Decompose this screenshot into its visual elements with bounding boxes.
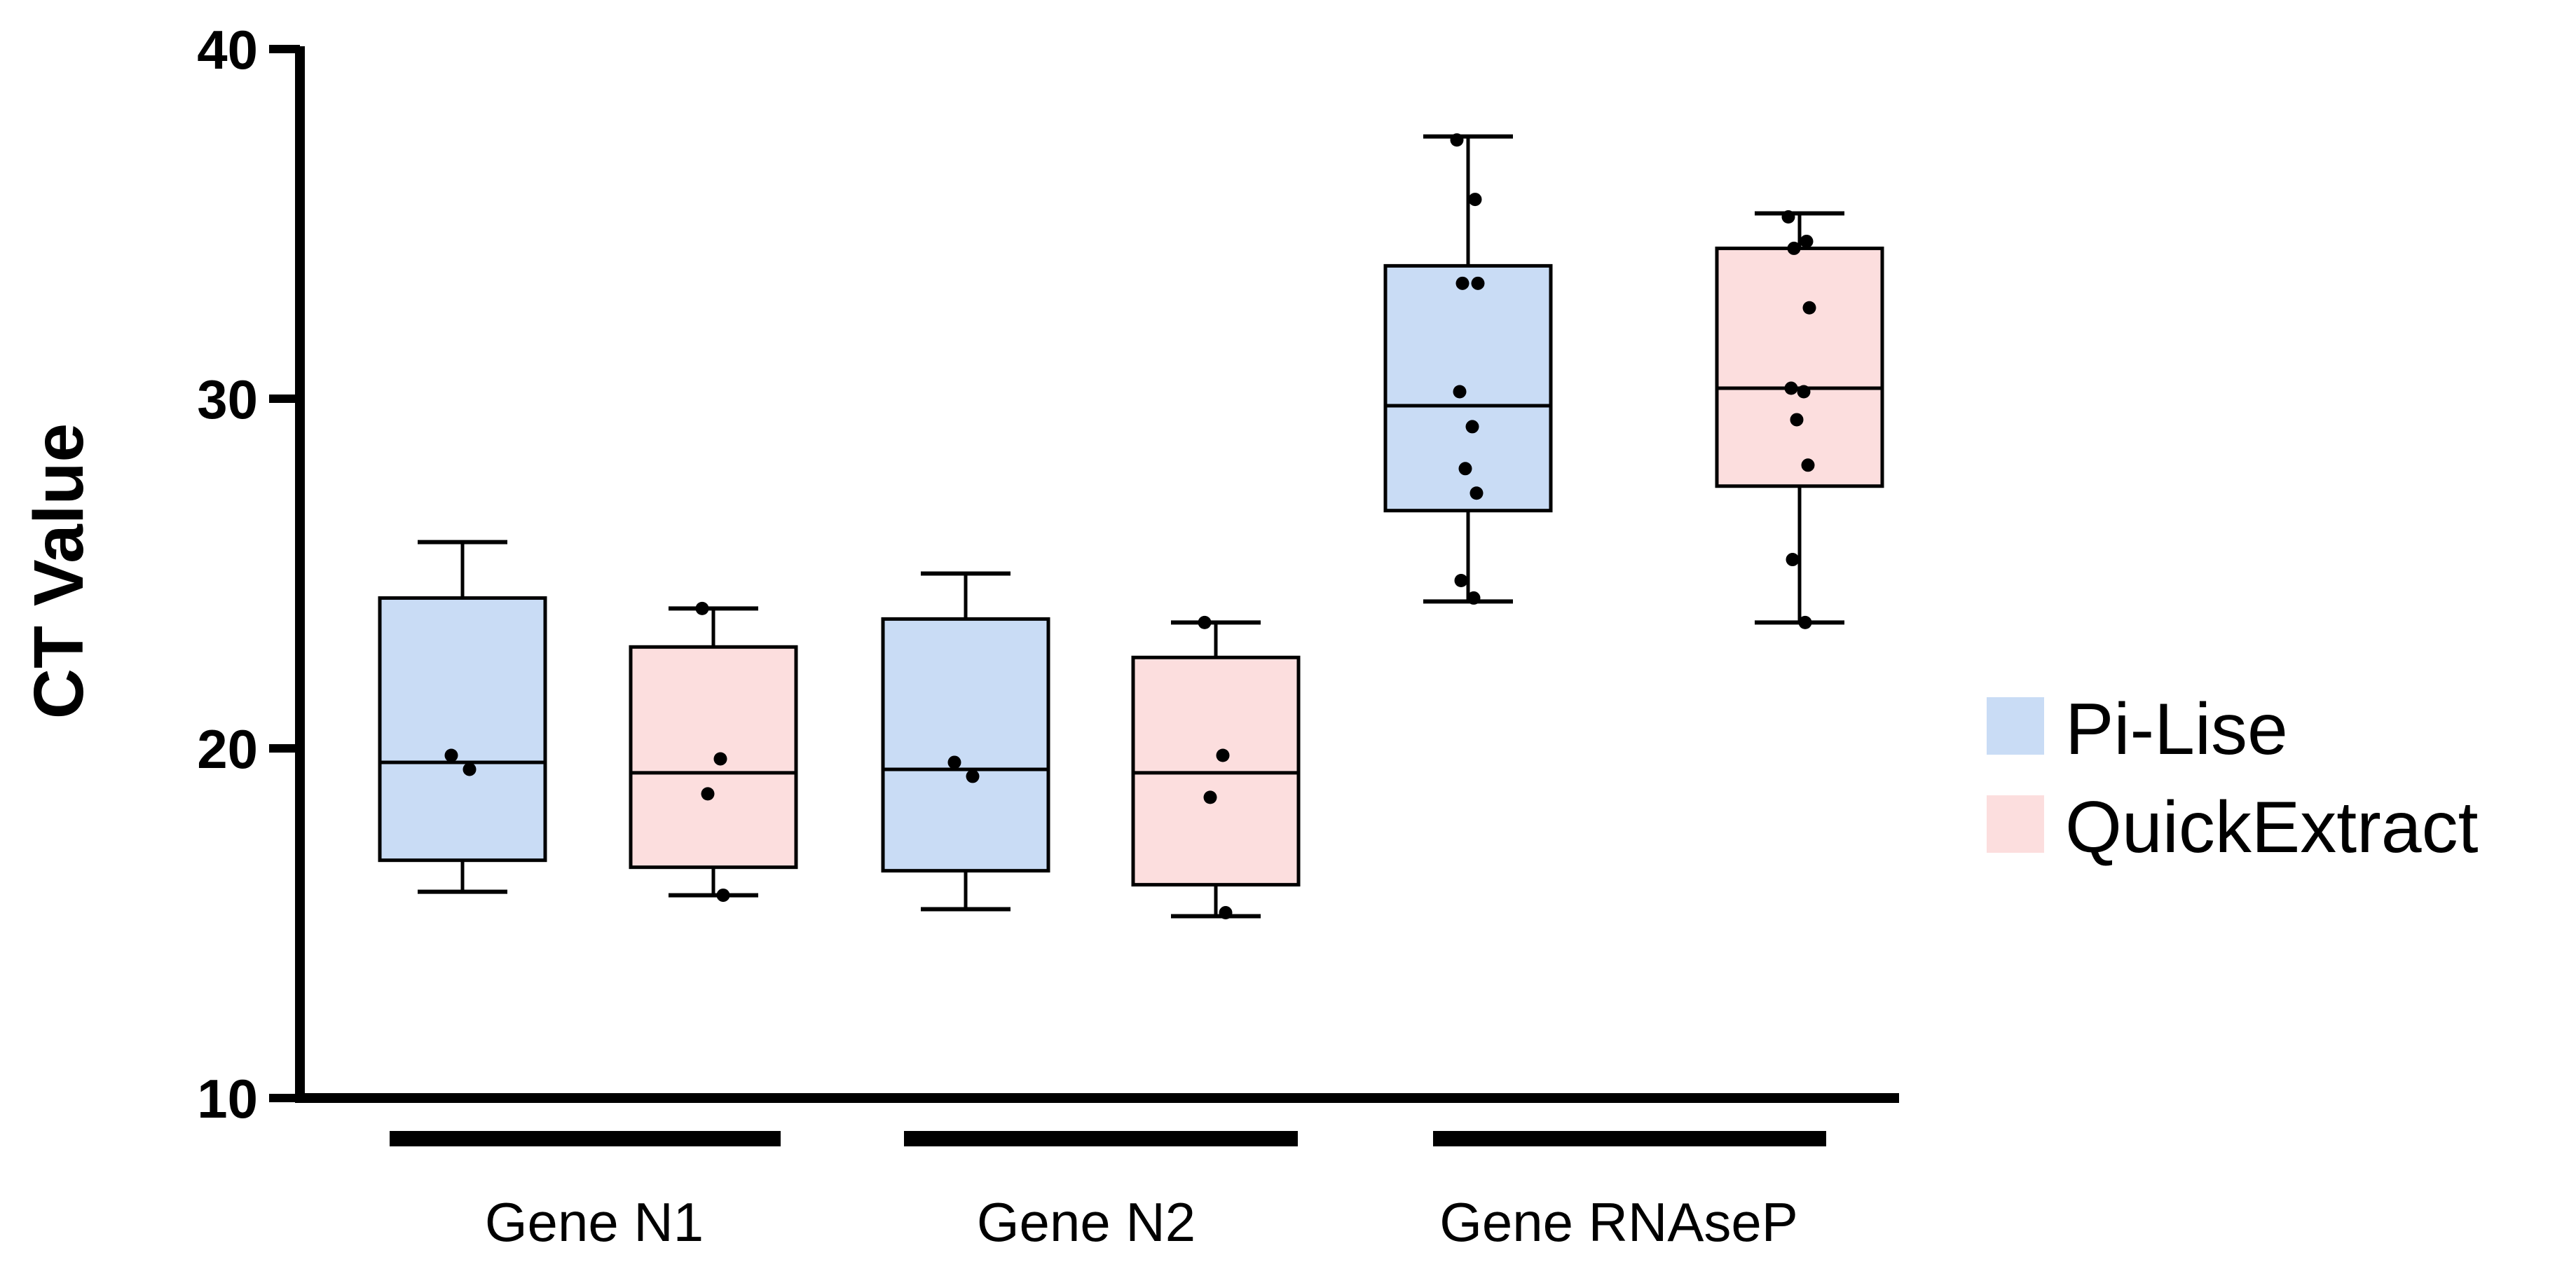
data-point (1454, 573, 1468, 587)
data-point (463, 762, 477, 776)
category-bars: Gene N1 Gene N2 Gene RNAseP (390, 1131, 1826, 1253)
box (881, 617, 1050, 873)
data-point (1198, 615, 1212, 629)
category-label: Gene RNAseP (1439, 1191, 1798, 1253)
data-point (695, 601, 709, 615)
data-point (1787, 241, 1801, 255)
data-point (1790, 413, 1804, 427)
category-label: Gene N1 (485, 1191, 704, 1253)
category-label: Gene N2 (977, 1191, 1195, 1253)
y-tick-label: 30 (197, 369, 258, 430)
y-tick-label: 40 (197, 19, 258, 81)
data-point (1468, 193, 1482, 207)
data-point (1455, 276, 1469, 290)
data-point (947, 755, 961, 769)
data-point (1216, 748, 1230, 762)
legend-swatch (1987, 697, 2044, 755)
data-point (1219, 906, 1233, 920)
box (1715, 246, 1884, 488)
y-tick-label: 20 (197, 718, 258, 780)
data-point (444, 748, 458, 762)
data-point (716, 889, 730, 903)
data-point (966, 769, 980, 783)
data-point (1797, 385, 1811, 399)
data-point (1469, 486, 1484, 500)
data-point (701, 787, 715, 801)
data-point (1781, 210, 1795, 224)
boxes (378, 133, 1884, 920)
data-point (1798, 615, 1812, 629)
data-point (1465, 420, 1479, 434)
y-tick-label: 10 (197, 1068, 258, 1130)
box (629, 645, 798, 870)
legend-label: QuickExtract (2065, 787, 2479, 868)
legend-swatch (1987, 795, 2044, 853)
data-point (1802, 301, 1816, 315)
legend: Pi-Lise QuickExtract (1987, 689, 2479, 868)
data-point (1786, 553, 1800, 567)
data-point (1471, 276, 1485, 290)
data-point (1450, 133, 1464, 147)
legend-label: Pi-Lise (2065, 689, 2288, 770)
data-point (1458, 462, 1472, 476)
data-point (1800, 234, 1814, 248)
box (378, 596, 547, 863)
axes: 10 20 30 40 (197, 19, 1899, 1130)
data-point (1203, 790, 1217, 804)
data-point (1467, 591, 1481, 605)
y-axis-label: CT Value (20, 423, 98, 719)
data-point (713, 752, 727, 766)
data-point (1801, 458, 1815, 472)
data-point (1453, 385, 1467, 399)
data-point (1784, 381, 1798, 395)
